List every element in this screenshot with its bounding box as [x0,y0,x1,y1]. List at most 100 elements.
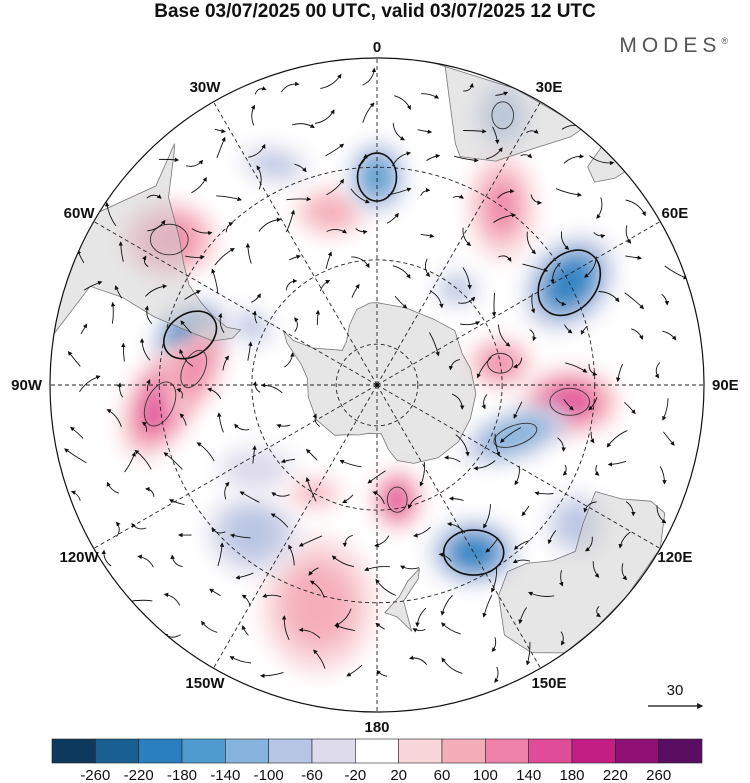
wind-vector [607,460,627,467]
latitude-circle [251,259,503,511]
wind-vector [625,501,636,517]
wind-vector [176,388,183,399]
wind-vector [530,194,542,205]
contour-line [491,101,514,130]
wind-vector [559,570,564,587]
contour-line [180,350,208,388]
wind-vector [289,254,301,261]
wind-vector [224,481,230,500]
wind-vector [110,301,116,324]
wind-vector [476,356,492,379]
wind-vectors [64,67,689,683]
wind-vector [525,641,531,666]
wind-vector [191,228,213,236]
wind-vector [118,241,124,262]
wind-vector [473,460,496,471]
wind-vector [458,296,476,304]
globe-outline [49,57,705,713]
contour-line [149,223,189,256]
anomaly-cell [210,441,303,498]
wind-vector [438,552,452,562]
colorbar-swatch [51,738,96,764]
wind-vector [495,91,509,96]
wind-vector [362,102,375,123]
wind-vector [483,504,491,529]
wind-vector [260,382,283,394]
wind-vector [69,426,84,439]
colorbar-tick-label: -220 [124,767,154,783]
wind-vector [481,394,488,410]
reference-vector-label: 30 [667,682,684,699]
wind-vector [529,329,537,342]
anomaly-shade [254,153,294,177]
wind-vector [447,521,466,534]
wind-vector [526,129,539,134]
colorbar-tick-label: -100 [254,767,284,783]
wind-vector [285,209,295,233]
colorbar-swatch [528,738,573,764]
wind-vector [493,212,517,223]
wind-vector [351,283,360,298]
colorbar-tick-label: 180 [559,767,584,783]
contour-line [386,486,408,513]
colorbar: -260 -220 -180 -140 -100 -60 -20 20 60 100 140 180 2… [51,738,703,783]
wind-vector [520,153,533,159]
wind-vector [214,128,226,134]
wind-vector [241,594,251,607]
wind-vector [463,128,487,134]
wind-vector [216,412,224,433]
wind-vector [163,592,181,606]
wind-vector [124,451,136,473]
wind-vector [163,452,183,470]
wind-vector [298,535,323,547]
contour-line [493,422,538,448]
wind-vector [376,669,388,677]
wind-vector [625,225,632,244]
wind-vector [621,563,628,581]
new-zealand [384,567,420,633]
wind-vector [104,201,117,227]
anomaly-cell [371,467,423,532]
wind-vector [550,262,561,284]
longitude-label: 90E [712,377,739,394]
anomaly-cell [260,536,376,675]
wind-vector [415,607,427,628]
wind-vector [592,561,600,578]
wind-vector [334,624,355,632]
wind-vector [325,143,345,157]
meridian [93,221,378,386]
wind-vector [485,537,499,553]
wind-vector [207,387,222,400]
wind-vector [460,321,481,326]
colorbar-swatch [485,738,529,764]
wind-vector [64,448,87,464]
wind-vector [521,505,530,517]
brand-logo: MODES® [619,34,728,58]
wind-vector [131,522,147,530]
wind-vector [285,278,298,291]
wind-vector [606,430,628,448]
wind-vector [595,606,601,618]
wind-vector [142,255,149,267]
colorbar-tick-label: 260 [646,767,671,783]
colorbar-swatch [398,738,443,764]
wind-vector [239,491,260,503]
wind-vector [583,501,597,513]
wind-vector [498,324,511,347]
wind-vector [656,505,667,524]
wind-vector [319,280,331,292]
wind-vector [146,379,151,392]
wind-vector [615,363,624,383]
wind-vector [355,228,368,235]
wind-vector [491,292,497,317]
colorbar-swatch [615,738,659,764]
longitude-label: 90W [11,377,43,394]
anomaly-shade [451,536,496,570]
wind-vector [598,291,620,303]
wind-vector [491,567,498,593]
meridian [376,384,661,549]
wind-vector [358,153,368,167]
wind-vector [346,664,363,677]
wind-vector [596,197,603,219]
wind-vector [392,122,405,141]
